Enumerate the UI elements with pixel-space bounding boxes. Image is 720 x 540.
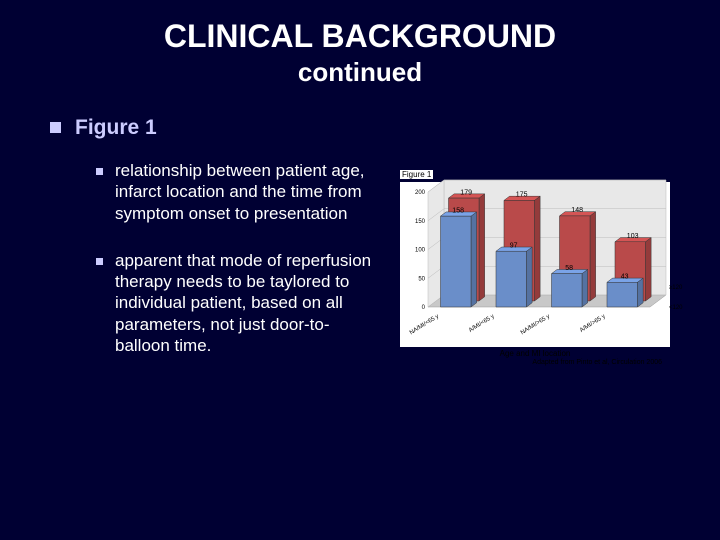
svg-text:97: 97 [510,242,518,249]
svg-text:148: 148 [571,207,583,214]
svg-text:NA/MI/>65 y: NA/MI/>65 y [520,314,551,337]
square-bullet-icon [96,258,103,265]
bullet-list: relationship between patient age, infarc… [50,160,380,382]
svg-text:≥120: ≥120 [669,285,683,291]
svg-text:<120: <120 [669,305,683,311]
plot-area: 050100150200179175148103158975843NA/MI/<… [428,192,650,307]
bullet-text: apparent that mode of reperfusion therap… [115,250,380,356]
svg-text:A/MI/<65 y: A/MI/<65 y [468,314,496,334]
svg-text:0: 0 [422,305,426,311]
svg-text:175: 175 [516,192,528,199]
svg-text:179: 179 [460,189,472,196]
svg-text:43: 43 [621,273,629,280]
svg-text:103: 103 [627,233,639,240]
square-bullet-icon [50,122,61,133]
svg-text:NA/MI/<65 y: NA/MI/<65 y [409,314,440,337]
list-item: apparent that mode of reperfusion therap… [96,250,380,356]
svg-text:200: 200 [415,190,426,196]
heading-row: Figure 1 [50,116,670,140]
page-title: CLINICAL BACKGROUND [0,18,720,55]
list-item: relationship between patient age, infarc… [96,160,380,224]
svg-text:58: 58 [565,265,573,272]
figure-label: Figure 1 [400,170,433,179]
figure-container: Figure 1 PCI-related delay (min) 0501001… [400,164,670,382]
chart-3d-bar: PCI-related delay (min) 0501001502001791… [400,182,670,347]
square-bullet-icon [96,168,103,175]
page-subtitle: continued [0,57,720,88]
x-axis-label: Age and MI location [400,349,670,358]
bullet-text: relationship between patient age, infarc… [115,160,380,224]
svg-text:50: 50 [418,276,425,282]
svg-text:158: 158 [452,207,464,214]
svg-text:A/MI/>65 y: A/MI/>65 y [579,314,607,334]
chart-credit: Adapted from Pinto et al, Circulation 20… [400,359,670,366]
svg-text:100: 100 [415,248,426,254]
heading-text: Figure 1 [75,116,157,140]
svg-text:150: 150 [415,219,426,225]
